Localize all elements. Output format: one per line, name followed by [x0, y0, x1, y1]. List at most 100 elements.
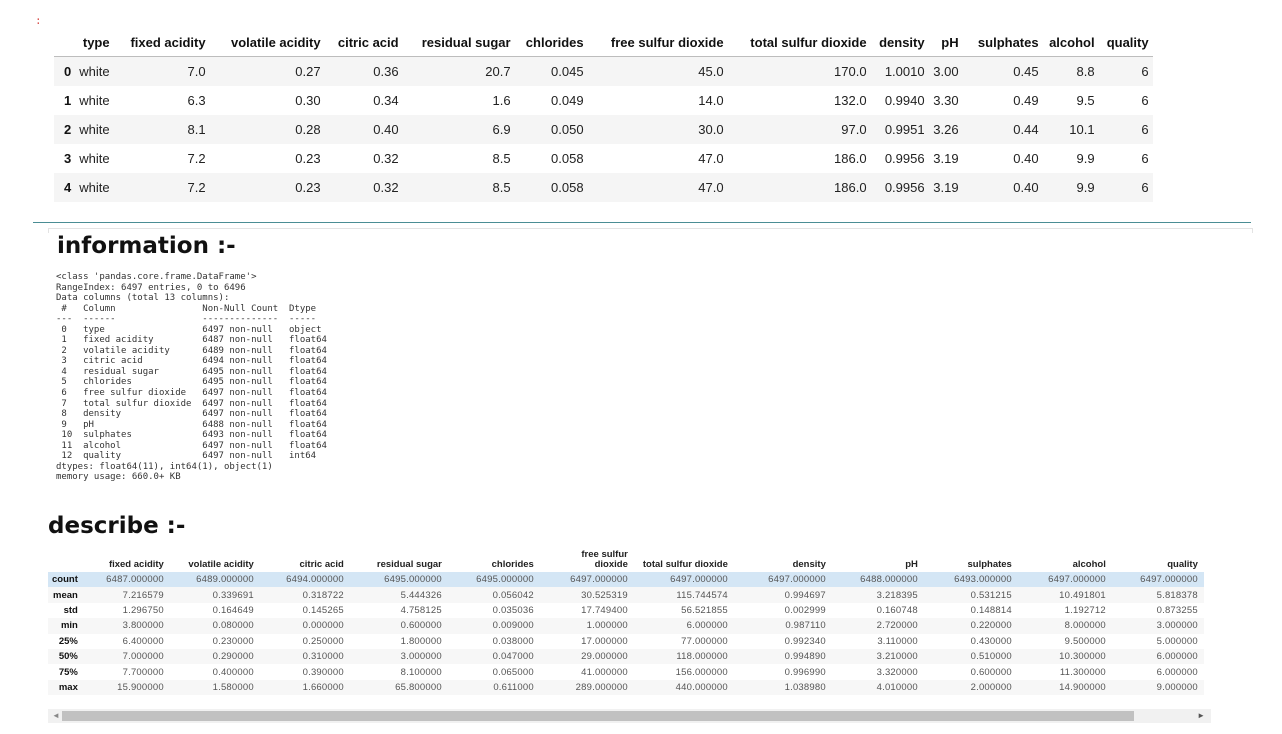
table-cell: 0.987110: [785, 620, 826, 632]
table-cell: 0.318722: [302, 589, 344, 601]
table-cell: 0.056042: [492, 589, 534, 601]
table-cell: 30.525319: [581, 589, 628, 601]
info-output: <class 'pandas.core.frame.DataFrame'> Ra…: [56, 272, 327, 483]
column-header: total sulfur dioxide: [727, 28, 871, 57]
table-cell: 1.800000: [400, 635, 442, 647]
table-cell: 2.720000: [876, 620, 918, 632]
table-cell: 0.44: [1013, 122, 1039, 137]
table-cell: white: [79, 151, 110, 166]
table-cell: 440.000000: [675, 681, 728, 693]
column-header: density: [792, 559, 826, 570]
table-cell: white: [79, 93, 110, 108]
describe-heading: describe :-: [48, 513, 186, 539]
table-cell: 4.758125: [400, 604, 442, 616]
table-cell: 0.250000: [302, 635, 344, 647]
table-cell: 17.749400: [581, 604, 628, 616]
table-cell: 7.700000: [122, 666, 164, 678]
table-row: max 15.900000 1.580000 1.660000 65.800000 0.6…: [48, 679, 1204, 696]
table-cell: 0.050: [551, 122, 584, 137]
table-cell: 65.800000: [395, 681, 442, 693]
table-cell: 56.521855: [681, 604, 728, 616]
table-row: 2 white 8.1 0.28 0.40 6.9 0.050 30.0 97.…: [54, 115, 1153, 144]
table-cell: 47.0: [698, 151, 724, 166]
cell-prompt-marker: :: [35, 14, 42, 27]
table-row: min 3.800000 0.080000 0.000000 0.600000 0.009…: [48, 618, 1204, 634]
table-cell: 8.1: [187, 122, 206, 137]
column-header: quality: [1167, 559, 1198, 570]
table-cell: 0.160748: [876, 604, 918, 616]
scrollbar-thumb[interactable]: [62, 711, 1134, 721]
row-label: 25%: [58, 635, 78, 647]
table-cell: 11.300000: [1059, 666, 1106, 678]
table-cell: 14.0: [698, 93, 724, 108]
table-cell: 0.164649: [212, 604, 254, 616]
table-cell: 1.580000: [212, 681, 254, 693]
table-cell: 17.000000: [581, 635, 628, 647]
column-header: total sulfur dioxide: [642, 559, 728, 570]
column-header: sulphates: [967, 559, 1012, 570]
table-cell: 0.40: [1013, 180, 1039, 195]
table-row: 1 white 6.3 0.30 0.34 1.6 0.049 14.0 132…: [54, 86, 1153, 115]
table-cell: 0.290000: [212, 651, 254, 663]
table-cell: 41.000000: [581, 666, 628, 678]
table-cell: 3.800000: [122, 620, 164, 632]
column-header: chlorides: [491, 559, 534, 570]
column-header: fixed acidity: [113, 28, 210, 57]
table-cell: 0.27: [295, 64, 321, 79]
table-cell: 0.9940: [884, 93, 925, 108]
row-index: 4: [64, 180, 72, 195]
row-index: 1: [64, 93, 72, 108]
table-cell: 6487.000000: [106, 574, 164, 586]
table-cell: 0.873255: [1156, 604, 1198, 616]
table-cell: 2.000000: [970, 681, 1012, 693]
table-cell: 6497.000000: [1140, 574, 1198, 586]
table-row: mean 7.216579 0.339691 0.318722 5.444326 0.05…: [48, 587, 1204, 603]
table-cell: 0.23: [295, 180, 321, 195]
column-header: density: [870, 28, 929, 57]
table-row: 3 white 7.2 0.23 0.32 8.5 0.058 47.0 186…: [54, 144, 1153, 173]
row-label: min: [60, 620, 78, 632]
table-cell: 10.1: [1069, 122, 1095, 137]
head-dataframe-table: type fixed acidity volatile acidity citr…: [54, 28, 1153, 202]
row-label: max: [58, 681, 78, 693]
scroll-left-arrow-icon[interactable]: ◄: [52, 711, 60, 720]
column-header: free sulfur dioxide: [587, 28, 728, 57]
scroll-right-arrow-icon[interactable]: ►: [1197, 711, 1205, 720]
table-cell: 1.000000: [586, 620, 628, 632]
table-cell: 3.320000: [876, 666, 918, 678]
table-cell: 6.400000: [122, 635, 164, 647]
table-cell: 6.000000: [1156, 666, 1198, 678]
table-cell: 0.34: [373, 93, 399, 108]
table-cell: 3.218395: [876, 589, 918, 601]
table-cell: 8.5: [492, 180, 511, 195]
column-header: citric acid: [299, 559, 344, 570]
table-cell: 0.220000: [970, 620, 1012, 632]
table-cell: 5.444326: [400, 589, 442, 601]
table-cell: 3.000000: [1156, 620, 1198, 632]
row-label: mean: [53, 589, 78, 601]
column-header: pH: [905, 559, 918, 570]
head-table-header-row: type fixed acidity volatile acidity citr…: [54, 28, 1153, 57]
row-label: 50%: [58, 651, 78, 663]
table-row: 0 white 7.0 0.27 0.36 20.7 0.045 45.0 17…: [54, 56, 1153, 86]
table-cell: 1.6: [492, 93, 511, 108]
table-cell: 6.3: [187, 93, 206, 108]
table-cell: 186.0: [834, 151, 867, 166]
table-cell: 6494.000000: [286, 574, 344, 586]
row-index: 3: [64, 151, 72, 166]
row-label: count: [52, 574, 78, 586]
table-cell: 0.049: [551, 93, 584, 108]
table-cell: white: [79, 122, 110, 137]
table-cell: 0.611000: [493, 681, 534, 693]
table-cell: 0.600000: [970, 666, 1012, 678]
table-cell: 29.000000: [581, 651, 628, 663]
table-cell: 0.32: [373, 151, 399, 166]
table-cell: 6489.000000: [196, 574, 254, 586]
table-cell: 0.994890: [784, 651, 826, 663]
describe-table-viewport[interactable]: fixed acidity volatile acidity citric acid…: [48, 541, 1211, 707]
cell-divider: [33, 222, 1251, 223]
horizontal-scrollbar[interactable]: ◄ ►: [48, 709, 1211, 723]
table-cell: 0.035036: [492, 604, 534, 616]
table-cell: 8.8: [1076, 64, 1095, 79]
table-cell: 0.038000: [492, 635, 534, 647]
